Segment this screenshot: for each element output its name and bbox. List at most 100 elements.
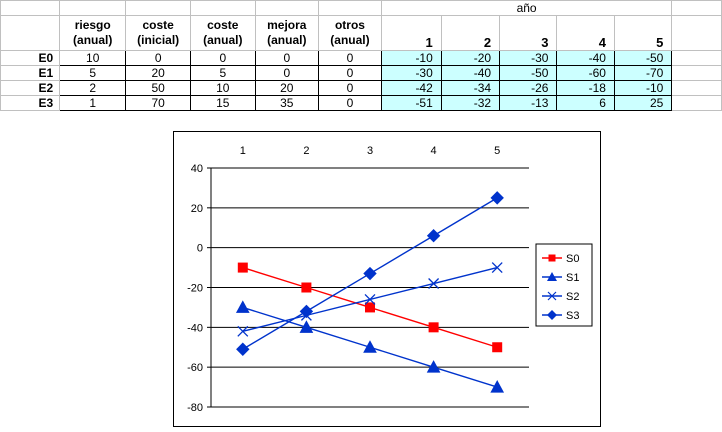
- param-cell: 5: [59, 65, 127, 81]
- empty-cell: [671, 15, 722, 51]
- empty-cell: [0, 0, 61, 16]
- year-label: 4: [556, 15, 615, 51]
- header-row-year: año: [0, 0, 722, 16]
- data-point-s0: [365, 302, 375, 313]
- result-cell: -32: [440, 95, 501, 111]
- row-label: E1: [0, 65, 61, 81]
- param-cell: 2: [59, 80, 127, 96]
- result-cell: -42: [380, 80, 442, 96]
- row-label: E0: [0, 50, 61, 66]
- result-cell: -20: [440, 50, 501, 66]
- empty-cell: [671, 0, 722, 16]
- param-cell: 70: [125, 95, 192, 111]
- param-cell: 0: [190, 50, 256, 66]
- empty-cell: [318, 0, 382, 16]
- param-cell: 0: [318, 50, 382, 66]
- year-label: 3: [499, 15, 558, 51]
- result-cell: -40: [556, 50, 615, 66]
- param-cell: 5: [190, 65, 256, 81]
- legend-label: S3: [566, 310, 579, 322]
- result-cell: -50: [499, 65, 558, 81]
- result-cell: -18: [556, 80, 615, 96]
- data-point-s1: [426, 360, 441, 373]
- param-cell: 10: [190, 80, 256, 96]
- year-label: 2: [440, 15, 501, 51]
- column-header: mejora (anual): [254, 15, 320, 51]
- empty-cell: [671, 50, 722, 66]
- data-point-s3: [299, 304, 314, 319]
- result-cell: 6: [556, 95, 615, 111]
- result-cell: -10: [613, 80, 673, 96]
- result-cell: -26: [499, 80, 558, 96]
- y-tick-label: 0: [197, 243, 203, 255]
- data-table: año riesgo (anual) coste (inicial) coste (a…: [0, 0, 722, 111]
- empty-cell: [254, 0, 320, 16]
- result-cell: -10: [380, 50, 442, 66]
- param-cell: 1: [59, 95, 127, 111]
- param-cell: 0: [254, 50, 320, 66]
- y-tick-label: -60: [187, 362, 203, 374]
- data-point-s2: [428, 278, 440, 289]
- y-tick-label: 40: [191, 163, 203, 175]
- y-tick-label: -80: [187, 402, 203, 414]
- header-row-columns: riesgo (anual) coste (inicial) coste (anua…: [0, 15, 722, 51]
- param-cell: 50: [125, 80, 192, 96]
- param-cell: 0: [254, 65, 320, 81]
- param-cell: 20: [125, 65, 192, 81]
- data-point-s0: [492, 342, 503, 353]
- result-cell: -13: [499, 95, 558, 111]
- data-point-s1: [490, 380, 505, 393]
- row-label: E3: [0, 95, 61, 111]
- result-cell: -50: [613, 50, 673, 66]
- year-header: año: [380, 0, 673, 16]
- table-row: E2 2 50 10 20 0 -42 -34 -26 -18 -10: [0, 80, 722, 96]
- data-point-s0: [301, 282, 312, 293]
- x-tick-label: 4: [431, 145, 437, 157]
- data-point-s2: [491, 262, 503, 274]
- data-point-s0: [237, 262, 248, 273]
- y-tick-label: -20: [187, 283, 203, 295]
- param-cell: 0: [125, 50, 192, 66]
- result-cell: 25: [613, 95, 673, 111]
- legend-marker: [547, 272, 557, 281]
- column-header: coste (anual): [190, 15, 256, 51]
- param-cell: 20: [254, 80, 320, 96]
- chart-svg: 40 20 0 -20 -40 -60 -80 1 2 3 4 5 S0 S1 S2 S3: [187, 145, 593, 414]
- empty-cell: [671, 80, 722, 96]
- data-point-s3: [426, 229, 441, 243]
- column-header: otros (anual): [318, 15, 382, 51]
- table-row: E3 1 70 15 35 0 -51 -32 -13 6 25: [0, 95, 722, 111]
- x-tick-label: 2: [303, 145, 309, 157]
- param-cell: 0: [318, 95, 382, 111]
- data-point-s2: [364, 293, 376, 305]
- x-tick-label: 1: [240, 145, 246, 157]
- result-cell: -34: [440, 80, 501, 96]
- empty-cell: [0, 15, 61, 51]
- data-point-s2: [237, 325, 249, 337]
- legend-box: [535, 243, 593, 327]
- y-tick-label: -40: [187, 322, 203, 334]
- empty-cell: [59, 0, 127, 16]
- result-cell: -30: [380, 65, 442, 81]
- result-cell: -70: [613, 65, 673, 81]
- line-chart: 40 20 0 -20 -40 -60 -80 1 2 3 4 5 S0 S1 S2 S3: [173, 131, 601, 427]
- column-header: riesgo (anual): [59, 15, 127, 51]
- empty-cell: [671, 95, 722, 111]
- legend-label: S1: [566, 272, 579, 284]
- table-row: E0 10 0 0 0 0 -10 -20 -30 -40 -50: [0, 50, 722, 66]
- data-point-s1: [235, 300, 250, 313]
- data-point-s3: [490, 191, 504, 205]
- legend-marker: [547, 291, 557, 301]
- result-cell: -60: [556, 65, 615, 81]
- x-tick-label: 3: [367, 145, 373, 157]
- data-point-s1: [299, 320, 314, 333]
- param-cell: 15: [190, 95, 256, 111]
- empty-cell: [125, 0, 192, 16]
- y-tick-label: 20: [191, 203, 203, 215]
- year-label: 1: [380, 15, 442, 51]
- result-cell: -51: [380, 95, 442, 111]
- data-point-s3: [236, 342, 250, 356]
- legend-label: S0: [566, 253, 579, 265]
- param-cell: 0: [318, 65, 382, 81]
- param-cell: 10: [59, 50, 127, 66]
